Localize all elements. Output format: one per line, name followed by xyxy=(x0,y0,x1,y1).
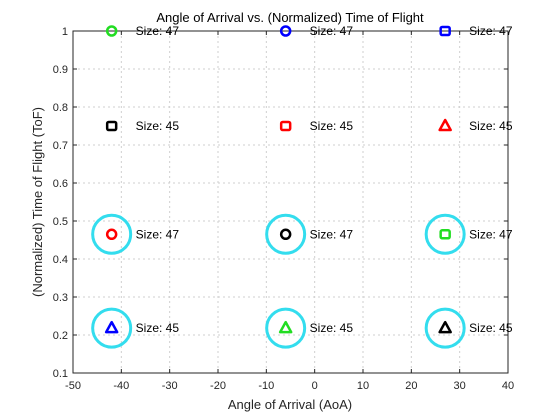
square-marker xyxy=(279,120,292,132)
y-tick-label: 1 xyxy=(62,26,68,38)
circle-marker xyxy=(279,228,292,241)
point-size-label: Size: 45 xyxy=(136,119,180,133)
y-tick-label: 0.2 xyxy=(53,330,68,342)
point-size-label: Size: 45 xyxy=(469,321,513,335)
x-tick-label: 40 xyxy=(502,380,514,392)
point-size-label: Size: 47 xyxy=(136,227,180,241)
y-tick-label: 0.4 xyxy=(53,254,68,266)
y-tick-label: 0.5 xyxy=(53,216,68,228)
point-size-label: Size: 45 xyxy=(310,321,354,335)
data-points: Size: 47 Size: 47 Size: 47 Size: 45 Size: 45… xyxy=(91,24,513,349)
chart-title: Angle of Arrival vs. (Normalized) Time o… xyxy=(156,10,424,25)
x-tick-label: -50 xyxy=(65,380,81,392)
grid xyxy=(73,31,508,373)
y-tick-label: 0.3 xyxy=(53,292,68,304)
y-tick-label: 0.6 xyxy=(53,178,68,190)
point-size-label: Size: 47 xyxy=(310,24,354,38)
y-tick-label: 0.8 xyxy=(53,102,68,114)
x-axis-label: Angle of Arrival (AoA) xyxy=(228,397,352,412)
highlight-ring xyxy=(91,213,133,255)
point-size-label: Size: 47 xyxy=(469,227,513,241)
y-axis-label: (Normalized) Time of Flight (ToF) xyxy=(30,107,45,297)
highlight-ring xyxy=(424,307,466,349)
triangle-marker xyxy=(104,320,119,334)
triangle-marker xyxy=(278,320,293,334)
x-tick-label: -20 xyxy=(210,380,226,392)
point-size-label: Size: 45 xyxy=(469,119,513,133)
triangle-marker xyxy=(438,320,452,334)
y-tick-label: 0.1 xyxy=(53,368,68,380)
circle-marker xyxy=(105,25,118,37)
y-tick-label: 0.7 xyxy=(53,140,68,152)
highlight-ring xyxy=(91,307,133,349)
point-size-label: Size: 47 xyxy=(136,24,180,38)
point-size-label: Size: 45 xyxy=(136,321,180,335)
triangle-marker xyxy=(438,118,452,132)
x-tick-label: 10 xyxy=(357,380,369,392)
circle-marker xyxy=(105,228,118,241)
x-tick-label: -30 xyxy=(162,380,178,392)
highlight-ring xyxy=(424,213,466,255)
x-tick-label: -10 xyxy=(258,380,274,392)
highlight-ring xyxy=(265,213,307,255)
circle-marker xyxy=(279,25,292,37)
point-size-label: Size: 47 xyxy=(310,227,354,241)
ticks: -50 -40 -30 -20 -10 0 10 20 30 40 0.1 0.2 0.3 0.4 0.5 0… xyxy=(53,26,514,392)
x-tick-label: -40 xyxy=(113,380,129,392)
x-tick-label: 20 xyxy=(405,380,417,392)
x-tick-label: 0 xyxy=(312,380,318,392)
square-marker xyxy=(439,229,451,240)
point-size-label: Size: 47 xyxy=(469,24,513,38)
square-marker xyxy=(105,120,118,132)
point-size-label: Size: 45 xyxy=(310,119,354,133)
y-tick-label: 0.9 xyxy=(53,64,68,76)
x-tick-label: 30 xyxy=(454,380,466,392)
highlight-ring xyxy=(265,307,307,349)
square-marker xyxy=(439,25,451,37)
